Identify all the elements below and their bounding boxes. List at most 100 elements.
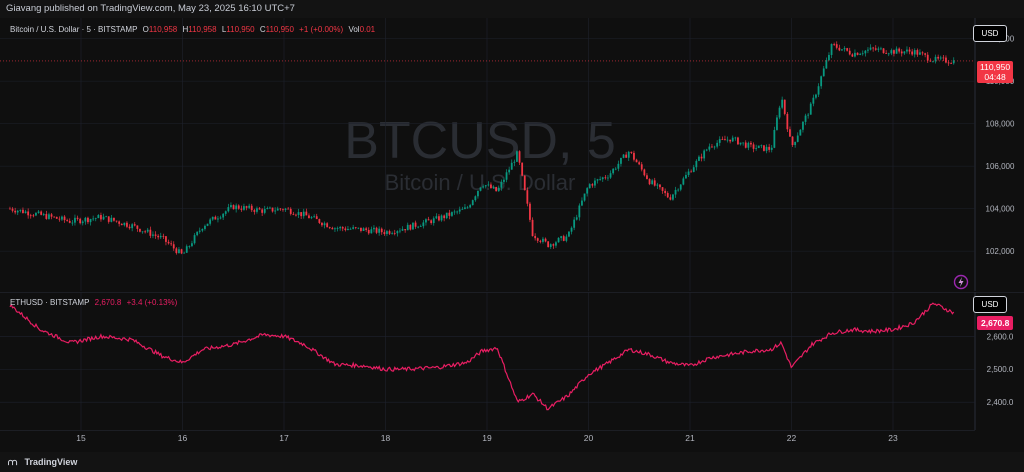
btc-candle [27, 211, 30, 216]
btc-candle [773, 129, 776, 148]
btc-candle [612, 168, 615, 174]
btc-candle [716, 142, 719, 147]
btc-candle [461, 208, 464, 210]
btc-candle [711, 146, 713, 148]
btc-candle [71, 222, 74, 224]
btc-candle [656, 184, 659, 186]
btc-candle [687, 171, 690, 175]
btc-candle [105, 216, 108, 218]
btc-candle [393, 233, 396, 235]
btc-candle [653, 180, 656, 186]
btc-candle [336, 228, 339, 229]
btc-candle [271, 207, 274, 212]
btc-candle [919, 52, 921, 55]
btc-candle [630, 151, 633, 153]
btc-candle [843, 48, 846, 50]
btc-candle [409, 224, 412, 230]
eth-price: 2,670.8 [94, 298, 122, 307]
tradingview-logo[interactable]: ⩋ TradingView [8, 457, 77, 468]
eth-pane[interactable]: 2,400.0 2,500.0 2,600.0 ETHUSD · BITSTAMP … [0, 292, 1024, 430]
btc-candle [466, 207, 469, 209]
btc-pane[interactable]: BTCUSD, 5 Bitcoin / U.S. Dollar 102,000 1… [0, 18, 1024, 291]
btc-low-value: 110,950 [226, 25, 255, 34]
btc-candle [786, 113, 789, 130]
btc-candle [911, 51, 914, 55]
btc-candle [895, 48, 898, 54]
btc-candle [45, 213, 48, 219]
btc-candle [126, 222, 128, 227]
btc-candle [627, 151, 630, 158]
btc-candle [635, 159, 638, 163]
btc-candle [596, 179, 599, 181]
btc-candle [518, 151, 521, 163]
lightning-icon[interactable] [953, 274, 969, 290]
btc-candle [503, 179, 505, 182]
tradingview-logo-icon: ⩋ [8, 457, 18, 467]
btc-candle [804, 115, 807, 122]
btc-candle [180, 249, 183, 254]
btc-candle [24, 211, 27, 214]
btc-candle [456, 211, 459, 213]
btc-candle [752, 144, 755, 149]
btc-candle [815, 94, 817, 98]
btc-candle [802, 121, 804, 130]
btc-candle [947, 62, 950, 64]
btc-candle [739, 142, 742, 145]
btc-candle [401, 229, 404, 231]
btc-candle [921, 52, 924, 54]
btc-candle [284, 208, 287, 210]
time-axis[interactable]: 15 16 17 18 19 20 21 22 23 [0, 430, 1024, 452]
btc-candle [266, 208, 269, 210]
btc-candle [864, 50, 867, 54]
btc-candle [453, 211, 456, 213]
btc-currency-button[interactable]: USD [973, 25, 1007, 42]
btc-last-price: 110,950 [980, 62, 1011, 72]
btc-candle [674, 189, 677, 195]
btc-candle [157, 235, 160, 238]
btc-candle [193, 235, 196, 244]
btc-candle [484, 185, 487, 187]
footer-bar: ⩋ TradingView [0, 452, 1024, 472]
btc-candle [308, 215, 310, 219]
btc-candle [854, 52, 856, 57]
btc-candle [718, 139, 721, 143]
btc-candle [373, 227, 375, 230]
btc-candle [544, 238, 547, 242]
btc-candle [755, 148, 758, 149]
btc-vol-label: Vol [348, 25, 360, 34]
btc-candle [92, 218, 95, 220]
btc-candle [812, 97, 815, 104]
btc-candle [677, 189, 680, 191]
btc-candle [620, 157, 622, 164]
btc-candle [386, 231, 388, 234]
btc-candle [120, 223, 123, 226]
btc-candle [443, 215, 446, 219]
btc-candle [583, 193, 586, 201]
btc-candle [679, 184, 682, 190]
btc-high-value: 110,958 [188, 25, 217, 34]
btc-high-label: H [182, 25, 189, 34]
btc-candle [924, 53, 927, 55]
btc-candle [778, 107, 781, 118]
btc-chart-svg[interactable]: BTCUSD, 5 Bitcoin / U.S. Dollar 102,000 1… [0, 18, 1024, 291]
btc-candle [287, 208, 290, 210]
btc-candle [66, 220, 69, 221]
btc-candle [378, 228, 381, 233]
btc-candle [113, 217, 115, 221]
btc-candle [94, 218, 97, 219]
btc-candle [219, 217, 222, 219]
btc-candle [526, 190, 529, 204]
btc-candle [664, 190, 667, 194]
btc-candle [58, 218, 61, 220]
btc-last-price-tag: 110,950 04:48 [977, 61, 1014, 83]
eth-chart-svg[interactable]: 2,400.0 2,500.0 2,600.0 [0, 292, 1024, 430]
btc-candle [877, 48, 880, 50]
eth-currency-button[interactable]: USD [973, 296, 1007, 313]
btc-candle [724, 139, 726, 141]
btc-candle [521, 162, 524, 176]
btc-candle [362, 228, 365, 231]
btc-candle [614, 168, 617, 170]
btc-candle [477, 190, 479, 197]
btc-candle [781, 99, 784, 108]
btc-candle [256, 208, 258, 212]
